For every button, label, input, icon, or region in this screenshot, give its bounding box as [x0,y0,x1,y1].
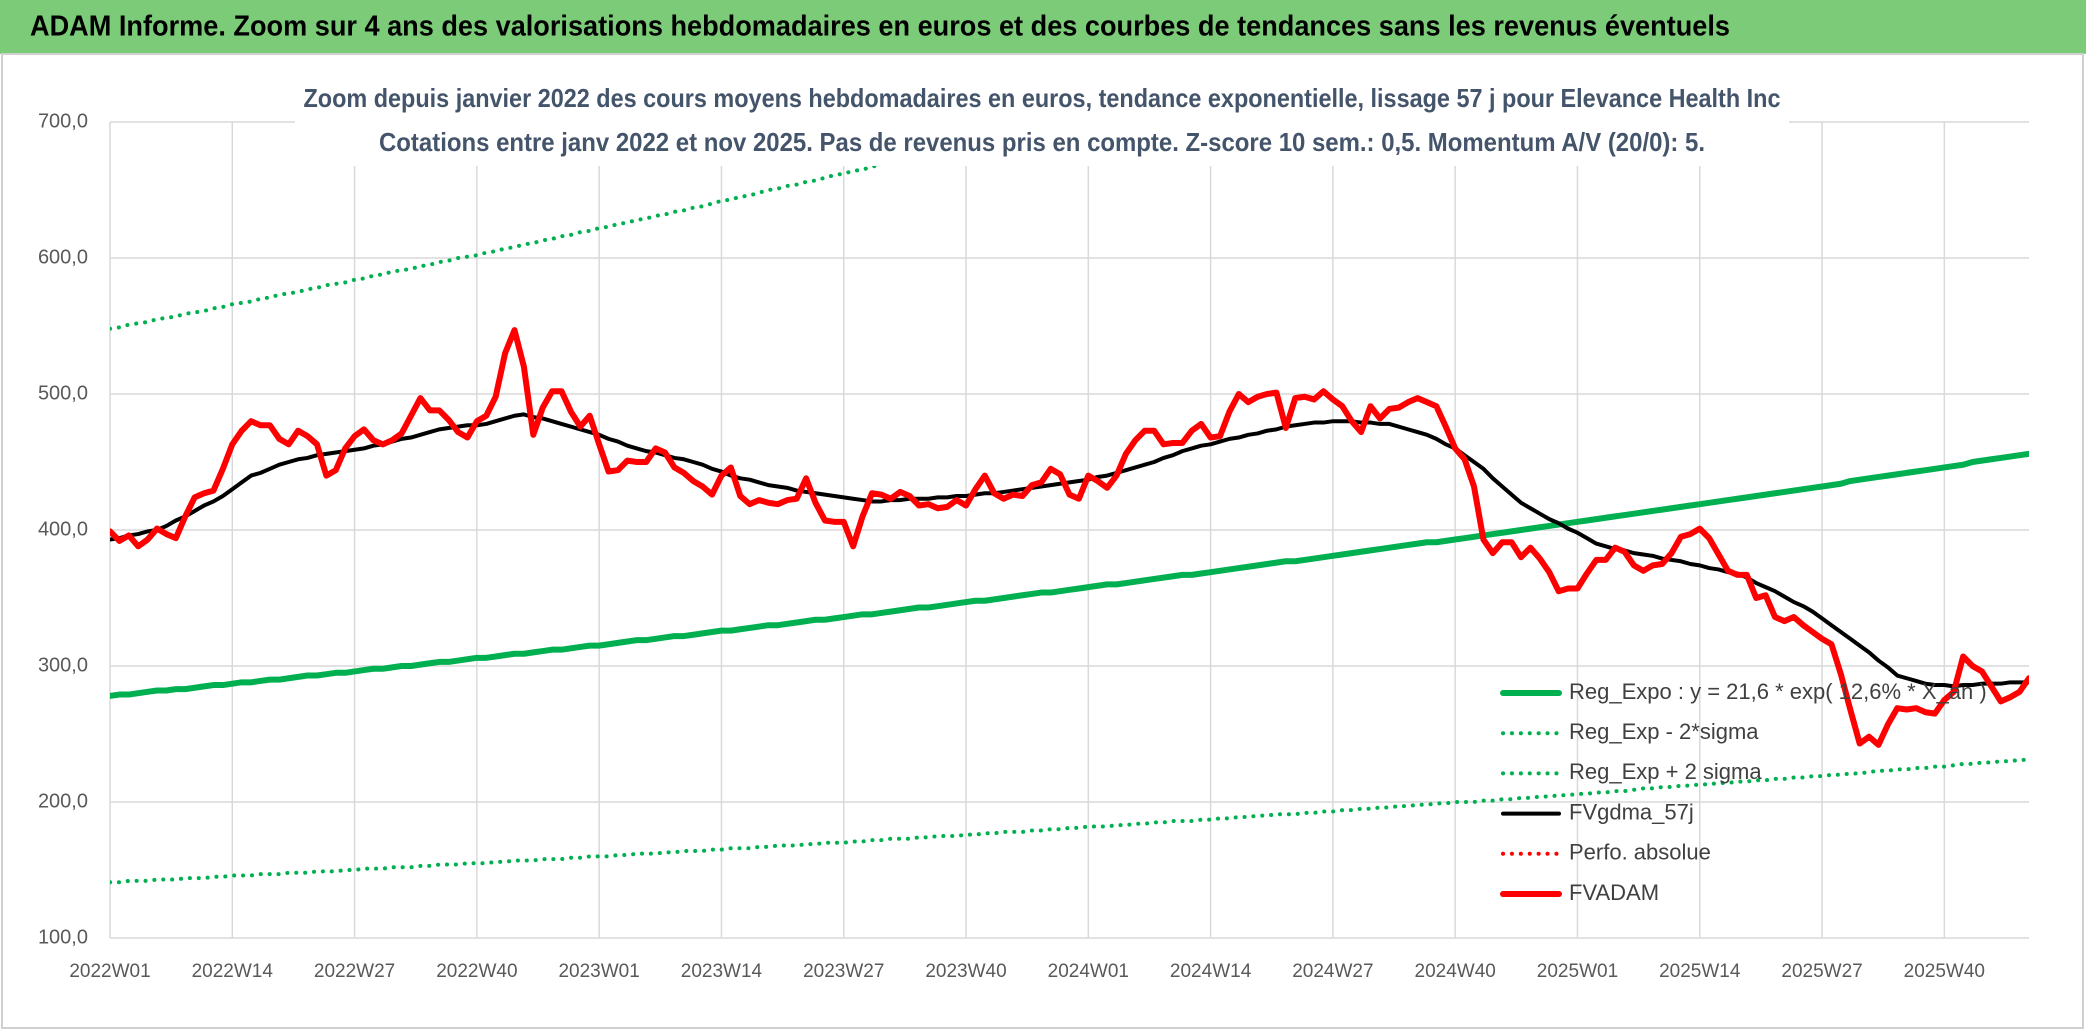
series-line [110,327,2029,748]
header-title: ADAM Informe. Zoom sur 4 ans des valoris… [30,11,1730,43]
x-tick-label: 2023W40 [925,961,1006,982]
title-box [295,74,1789,166]
legend-label: FVADAM [1569,880,1659,905]
x-tick-label: 2022W27 [314,961,395,982]
x-tick-label: 2025W14 [1659,961,1741,982]
series-line [110,450,2029,699]
chart-title: Zoom depuis janvier 2022 des cours moyen… [304,83,1781,113]
y-tick-label: 300,0 [38,654,88,676]
x-tick-label: 2023W14 [681,961,763,982]
x-tick-label: 2024W14 [1170,961,1252,982]
x-tick-label: 2025W27 [1781,961,1862,982]
x-tick-label: 2023W27 [803,961,884,982]
x-tick-label: 2025W01 [1537,961,1618,982]
y-tick-label: 600,0 [38,246,88,268]
legend-label: Reg_Exp - 2*sigma [1569,719,1759,744]
x-tick-label: 2025W40 [1904,961,1985,982]
x-tick-label: 2022W01 [69,961,150,982]
legend-label: Perfo. absolue [1569,840,1711,865]
legend: Reg_Expo : y = 21,6 * exp( 12,6% * X_an … [1500,679,1987,905]
x-tick-label: 2022W40 [436,961,517,982]
y-tick-label: 200,0 [38,790,88,812]
x-tick-label: 2024W01 [1048,961,1129,982]
y-tick-label: 700,0 [38,110,88,132]
series-line [110,412,2029,689]
legend-label: FVgdma_57j [1569,799,1694,824]
series-layer [110,122,2029,885]
x-tick-label: 2024W27 [1292,961,1373,982]
axes: 100,0 200,0 300,0 400,0 500,0 600,0 700,0 2022W… [38,110,1985,982]
x-tick-label: 2023W01 [558,961,639,982]
frame [1,53,2084,1029]
y-tick-label: 400,0 [38,518,88,540]
header-bar [0,0,2086,54]
chart-subtitle: Cotations entre janv 2022 et nov 2025. P… [379,127,1705,157]
x-tick-label: 2024W40 [1415,961,1496,982]
legend-label: Reg_Expo : y = 21,6 * exp( 12,6% * X_an … [1569,679,1987,704]
series-line [110,757,2029,885]
x-tick-label: 2022W14 [192,961,274,982]
y-tick-label: 500,0 [38,382,88,404]
legend-label: Reg_Exp + 2 sigma [1569,759,1762,784]
y-tick-label: 100,0 [38,926,88,948]
